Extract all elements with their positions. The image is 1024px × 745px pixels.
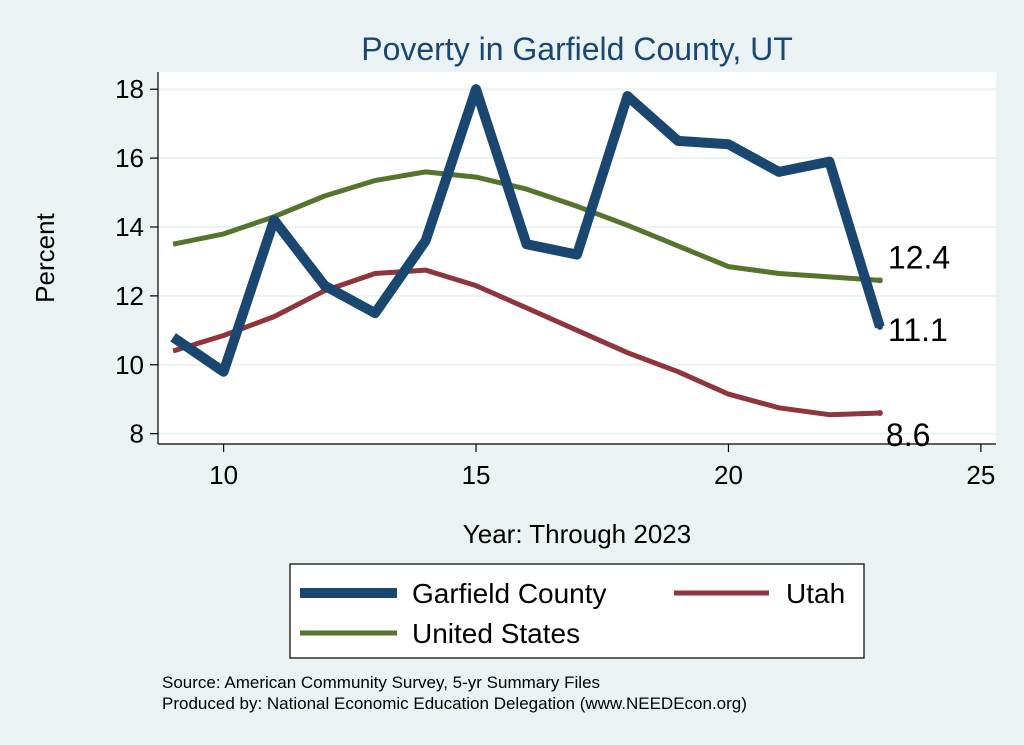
end-label-utah: 8.6	[886, 417, 930, 453]
end-label-garfield-county: 11.1	[888, 312, 948, 348]
label-layer: 11.1 8.6 12.4	[886, 239, 950, 453]
legend-label-utah: Utah	[786, 578, 845, 609]
series-line-utah	[172, 267, 880, 418]
y-tick-label: 8	[130, 419, 144, 449]
y-tick-label: 14	[115, 212, 144, 242]
series-end-point-utah	[876, 410, 883, 416]
legend: Garfield County Utah United States	[289, 563, 865, 659]
series-line-united-states	[172, 169, 881, 283]
x-axis-title: Year: Through 2023	[463, 519, 691, 549]
x-tick-label: 20	[714, 460, 743, 490]
x-tick-label: 25	[966, 460, 995, 490]
x-tick-label: 15	[462, 460, 491, 490]
y-tick-label: 16	[115, 143, 144, 173]
legend-label-garfield-county: Garfield County	[412, 578, 607, 609]
y-axis-title: Percent	[30, 212, 60, 302]
legend-label-united-states: United States	[412, 618, 580, 649]
series-layer	[170, 84, 885, 418]
series-line-garfield-county	[170, 84, 885, 377]
y-tick-label: 12	[115, 281, 144, 311]
chart-title: Poverty in Garfield County, UT	[361, 31, 793, 67]
y-tick-label: 10	[115, 350, 144, 380]
y-tick-label: 18	[115, 74, 144, 104]
producer-note: Produced by: National Economic Education…	[162, 694, 747, 713]
end-label-united-states: 12.4	[888, 239, 950, 275]
axis-layer: 8 10 12 14 16 18 10 15 20 25	[115, 72, 996, 490]
legend-box	[289, 563, 865, 659]
source-note: Source: American Community Survey, 5-yr …	[162, 673, 600, 692]
series-end-point-united-states	[876, 277, 883, 284]
grid-layer	[158, 88, 996, 435]
x-tick-label: 10	[209, 460, 238, 490]
series-end-point-garfield-county	[876, 323, 883, 330]
